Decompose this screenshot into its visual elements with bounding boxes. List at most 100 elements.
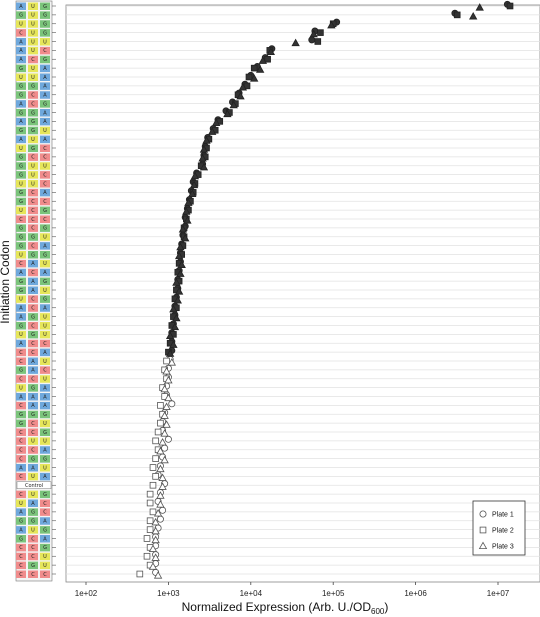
codon-nucleotide: C	[43, 368, 47, 374]
codon-cell	[28, 82, 38, 90]
data-point-square	[146, 526, 154, 533]
codon-nucleotide: A	[31, 288, 35, 294]
codon-cell	[28, 366, 38, 374]
codon-nucleotide: G	[19, 190, 23, 196]
codon-cell	[16, 180, 26, 188]
codon-cell	[40, 259, 50, 268]
codon-cell	[28, 410, 38, 419]
codon-cell	[40, 46, 50, 55]
data-point-square	[506, 2, 514, 10]
codon-nucleotide: C	[19, 474, 23, 480]
codon-nucleotide: G	[43, 30, 47, 36]
legend-marker-triangle	[478, 541, 488, 549]
data-point-square	[157, 419, 164, 427]
codon-nucleotide: C	[31, 208, 35, 214]
codon-cell	[16, 242, 26, 250]
codon-cell	[28, 508, 38, 516]
codon-nucleotide: G	[31, 456, 35, 462]
codon-nucleotide: U	[19, 75, 23, 81]
data-point-triangle	[250, 74, 259, 82]
codon-nucleotide: G	[31, 146, 35, 152]
codon-cell	[28, 384, 38, 392]
codon-nucleotide: G	[19, 226, 23, 232]
codon-cell	[16, 410, 26, 419]
codon-nucleotide: C	[31, 217, 35, 223]
codon-nucleotide: A	[19, 48, 23, 54]
codon-cell	[16, 348, 26, 357]
codon-cell	[16, 162, 26, 170]
codon-nucleotide: A	[43, 119, 47, 125]
codon-nucleotide: U	[31, 4, 35, 10]
codon-nucleotide: A	[43, 536, 47, 542]
x-tick-label: 1e+06	[404, 589, 427, 598]
legend: Plate 1 Plate 2 Plate 3	[472, 500, 526, 556]
codon-cell	[16, 100, 26, 108]
codon-cell	[16, 82, 26, 90]
codon-nucleotide: A	[43, 474, 47, 480]
codon-cell	[16, 570, 26, 578]
data-point-triangle	[156, 500, 165, 508]
codon-nucleotide: C	[19, 554, 23, 560]
codon-cell	[16, 2, 26, 10]
codon-nucleotide: G	[31, 84, 35, 90]
data-point-square	[314, 38, 322, 45]
control-cell	[16, 481, 52, 489]
codon-cell	[40, 348, 50, 357]
data-point-triangle	[169, 304, 178, 313]
codon-nucleotide: A	[43, 306, 47, 312]
codon-nucleotide: G	[19, 536, 23, 542]
codon-nucleotide: C	[43, 146, 47, 152]
codon-cell	[40, 357, 50, 365]
codon-nucleotide: C	[31, 448, 35, 454]
codon-nucleotide: A	[43, 385, 47, 391]
codon-cell	[40, 135, 50, 144]
codon-cell	[28, 437, 38, 445]
codon-cell	[40, 464, 50, 472]
codon-nucleotide: G	[31, 128, 35, 134]
codon-cell	[16, 268, 26, 277]
codon-nucleotide: G	[43, 456, 47, 462]
codon-nucleotide: A	[43, 403, 47, 409]
data-point-triangle	[156, 446, 165, 455]
codon-nucleotide: G	[19, 164, 23, 170]
codon-cell	[28, 109, 38, 117]
data-point-square	[317, 29, 324, 36]
data-point-triangle	[176, 269, 185, 277]
codon-cell	[28, 188, 38, 197]
codon-cell	[16, 535, 26, 543]
codon-nucleotide: U	[31, 492, 35, 498]
data-point-triangle	[469, 12, 478, 20]
codon-nucleotide: G	[43, 527, 47, 533]
codon-nucleotide: A	[43, 519, 47, 525]
codon-nucleotide: U	[31, 439, 35, 445]
codon-cell	[16, 517, 26, 525]
codon-cell	[28, 552, 38, 561]
codon-nucleotide: G	[19, 172, 23, 178]
codon-nucleotide: A	[43, 394, 47, 400]
data-point-triangle	[236, 91, 245, 100]
codon-nucleotide: C	[43, 572, 47, 578]
codon-cell	[16, 29, 26, 37]
codon-cell	[40, 419, 50, 428]
codon-nucleotide: G	[19, 110, 23, 116]
codon-nucleotide: C	[31, 430, 35, 436]
codon-nucleotide: U	[31, 22, 35, 28]
codon-cell	[40, 144, 50, 152]
codon-cell	[28, 517, 38, 525]
codon-cell	[40, 543, 50, 552]
codon-nucleotide: C	[31, 350, 35, 356]
codon-cell	[28, 419, 38, 428]
codon-nucleotide: U	[43, 314, 47, 320]
codon-nucleotide: G	[19, 412, 23, 418]
codon-cell	[16, 419, 26, 428]
codon-cell	[40, 455, 50, 463]
codon-cell	[28, 171, 38, 179]
codon-nucleotide: G	[19, 155, 23, 161]
data-point-triangle	[199, 145, 209, 153]
codon-cell	[16, 526, 26, 534]
codon-cell	[40, 197, 50, 206]
codon-nucleotide: C	[19, 403, 23, 409]
codon-nucleotide: C	[31, 572, 35, 578]
codon-nucleotide: U	[43, 554, 47, 560]
codon-nucleotide: C	[43, 199, 47, 205]
